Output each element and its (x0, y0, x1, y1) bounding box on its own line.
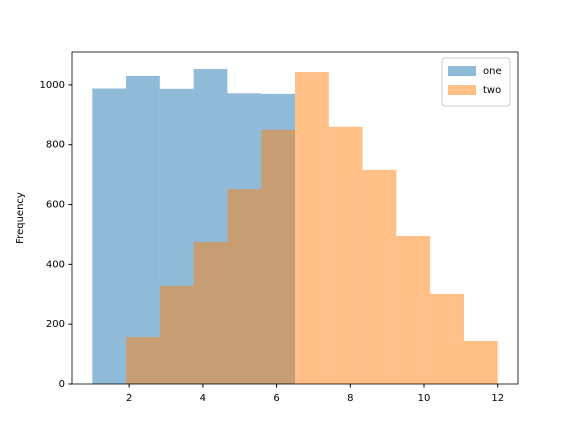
y-tick-label: 200 (46, 319, 65, 330)
histogram-bar (261, 129, 295, 384)
legend-label: one (483, 66, 502, 77)
x-tick-label: 2 (126, 393, 132, 404)
histogram-bar (295, 72, 329, 384)
x-tick-label: 8 (347, 393, 353, 404)
legend-swatch (448, 66, 476, 76)
y-tick-label: 400 (46, 259, 65, 270)
histogram-bar (92, 88, 127, 385)
x-tick-label: 6 (273, 393, 279, 404)
y-tick-label: 1000 (40, 80, 65, 91)
y-tick-label: 800 (46, 140, 65, 151)
y-tick-label: 600 (46, 200, 65, 211)
plot-frame (71, 51, 519, 385)
histogram-bar (362, 169, 397, 384)
x-tick-label: 12 (491, 393, 504, 404)
histogram-bar (193, 241, 228, 384)
legend-swatch (448, 85, 476, 95)
x-tick-label: 10 (418, 393, 431, 404)
y-axis-label: Frequency (15, 192, 26, 244)
histogram-bar (159, 285, 194, 384)
histogram-bar (126, 75, 160, 385)
histogram-bar (328, 126, 363, 384)
histogram-bar (227, 188, 262, 384)
histogram-bar (126, 337, 160, 384)
histogram-bar (396, 235, 431, 384)
y-tick-label: 0 (59, 379, 65, 390)
histogram-bar (430, 293, 464, 384)
histogram-bar (463, 340, 498, 384)
legend-label: two (483, 85, 501, 96)
x-tick-label: 4 (200, 393, 206, 404)
